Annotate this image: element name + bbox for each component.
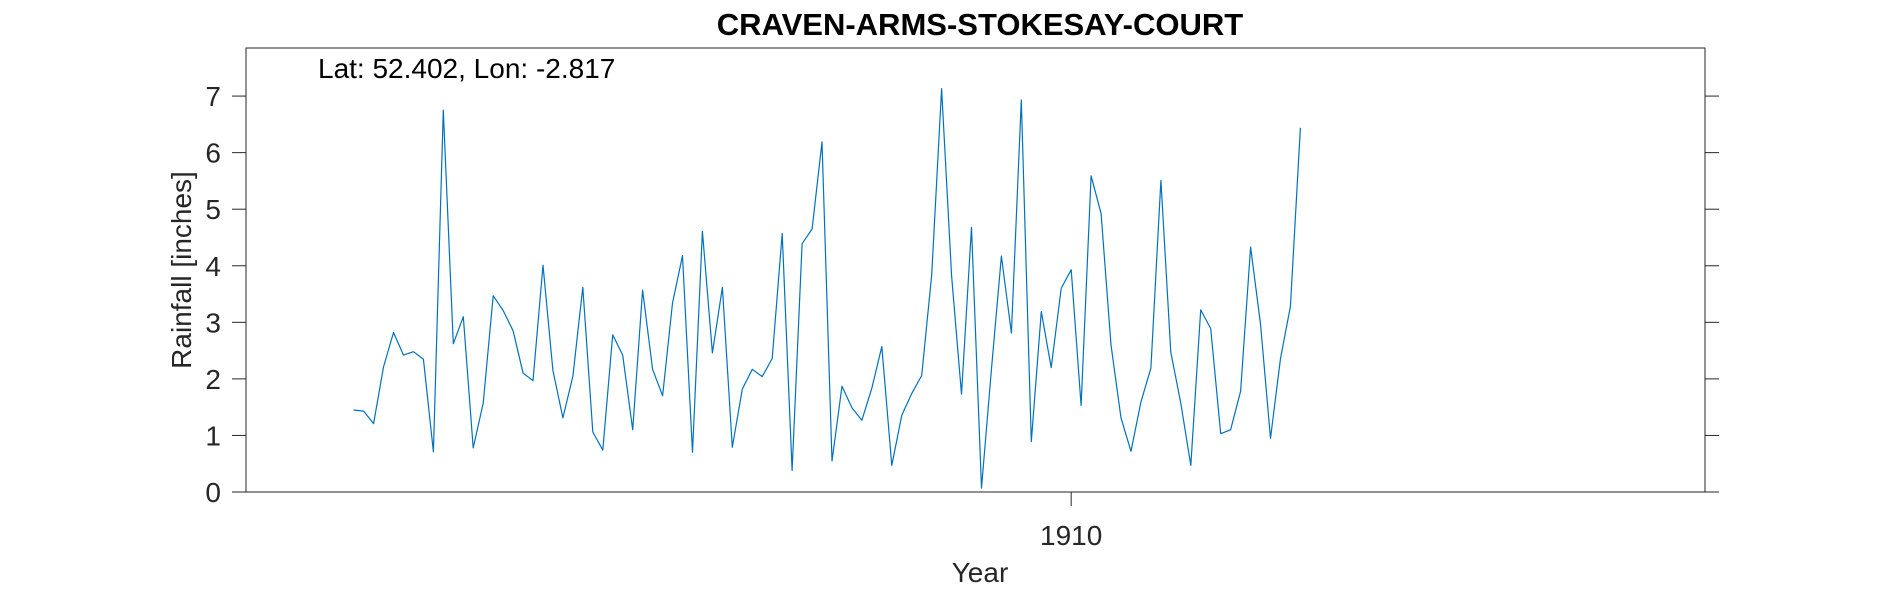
rainfall-series-line — [353, 88, 1301, 489]
x-axis: 1910 — [232, 491, 1719, 551]
y-tick-label: 1 — [205, 420, 221, 451]
x-axis-label: Year — [952, 557, 1009, 588]
y-tick-label: 2 — [205, 364, 221, 395]
y-tick-label: 3 — [205, 307, 221, 338]
chart-title: CRAVEN-ARMS-STOKESAY-COURT — [717, 7, 1244, 42]
y-tick-label: 7 — [205, 81, 221, 112]
location-annotation: Lat: 52.402, Lon: -2.817 — [318, 53, 615, 84]
y-tick-label: 5 — [205, 194, 221, 225]
y-tick-label: 0 — [205, 477, 221, 508]
y-tick-label: 4 — [205, 251, 221, 282]
plot-area — [245, 47, 1706, 493]
x-tick-label: 1910 — [1040, 520, 1102, 551]
y-tick-label: 6 — [205, 138, 221, 169]
y-axis: 0 1 2 3 4 5 6 7 — [205, 81, 1719, 508]
y-axis-label: Rainfall [inches] — [166, 171, 197, 369]
